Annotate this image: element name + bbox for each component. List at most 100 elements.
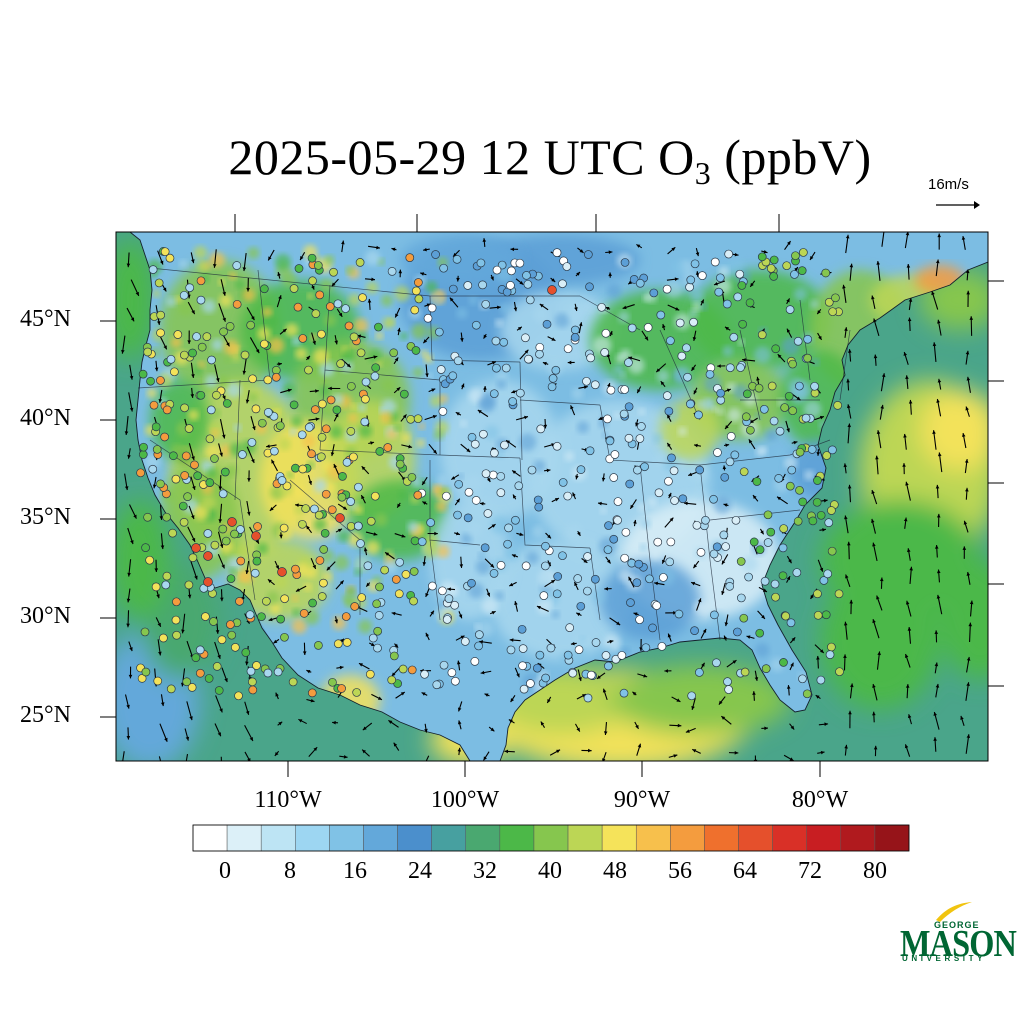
station-marker (775, 426, 785, 436)
wind-arrow (573, 581, 579, 591)
wind-arrow (903, 517, 908, 529)
station-marker (576, 465, 586, 474)
station-marker (313, 261, 323, 270)
station-marker (720, 472, 730, 482)
wind-arrow (759, 528, 765, 535)
wind-arrow (785, 420, 790, 433)
wind-arrow (514, 601, 519, 612)
wind-arrow (425, 364, 429, 378)
station-marker (349, 452, 358, 462)
wind-arrow (628, 576, 635, 588)
station-marker (470, 439, 480, 449)
station-marker (335, 513, 345, 523)
wind-arrow (723, 635, 728, 641)
station-marker (795, 485, 804, 495)
wind-arrow (691, 364, 697, 372)
station-marker (310, 504, 319, 514)
ozone-speckle (303, 583, 312, 592)
station-marker (604, 661, 613, 671)
station-marker (712, 658, 721, 668)
station-marker (137, 674, 147, 683)
station-marker (716, 388, 726, 398)
ozone-speckle (618, 311, 630, 323)
ozone-speckle (638, 408, 646, 416)
ozone-speckle (693, 600, 707, 614)
observation-stations (136, 247, 844, 703)
station-marker (519, 684, 529, 694)
station-marker (508, 397, 517, 406)
state-border-line (257, 269, 271, 381)
wind-arrow (267, 578, 275, 586)
station-marker (506, 281, 515, 290)
wind-arrow (422, 555, 427, 566)
station-marker (792, 568, 802, 577)
ocean-ozone-patch (920, 390, 988, 470)
wind-arrow (154, 360, 159, 372)
wind-arrow (429, 610, 435, 617)
wind-arrow (935, 683, 940, 698)
wind-arrow (128, 641, 133, 652)
wind-arrow (700, 299, 705, 306)
station-marker (563, 491, 573, 501)
station-marker (709, 494, 718, 504)
ozone-speckle (436, 474, 448, 486)
station-marker (583, 552, 592, 561)
wind-arrow (333, 413, 339, 422)
wind-arrow (186, 701, 193, 721)
ozone-speckle (354, 505, 363, 515)
map-frame (115, 231, 989, 762)
ozone-speckle (201, 299, 216, 314)
wind-arrow (477, 409, 489, 418)
wind-arrow (873, 745, 878, 757)
station-marker (410, 305, 420, 315)
wind-arrow (158, 389, 163, 403)
station-marker (342, 638, 352, 647)
station-marker (205, 434, 215, 444)
station-marker (754, 383, 764, 393)
station-marker (757, 330, 767, 340)
ozone-speckle (435, 500, 447, 512)
station-marker (427, 303, 437, 313)
station-marker (280, 594, 289, 604)
wind-arrow (693, 387, 698, 395)
station-marker (160, 432, 169, 442)
station-marker (740, 667, 750, 677)
station-marker (760, 576, 770, 586)
station-marker (271, 372, 281, 382)
ozone-speckle (218, 375, 229, 387)
station-marker (714, 287, 724, 297)
ozone-speckle (319, 385, 331, 397)
station-marker (834, 589, 844, 599)
wind-arrow (671, 696, 681, 703)
station-marker (506, 645, 516, 655)
wind-arrow (361, 465, 370, 475)
wind-arrow (817, 750, 825, 755)
station-marker (736, 557, 746, 566)
station-marker (218, 524, 228, 534)
station-marker (328, 677, 337, 687)
wind-arrow (332, 720, 339, 725)
ozone-speckle (365, 540, 380, 555)
wind-arrow (451, 474, 460, 481)
wind-arrow (809, 251, 816, 261)
wind-arrow (605, 556, 611, 564)
wind-arrow (574, 723, 581, 732)
wind-arrow (422, 501, 428, 505)
station-marker (361, 394, 370, 404)
ozone-speckle (722, 345, 733, 357)
ozone-speckle (146, 388, 157, 399)
station-marker (781, 611, 790, 621)
ozone-speckle (291, 594, 299, 602)
ozone-speckle (228, 272, 237, 280)
ozone-speckle (741, 555, 758, 573)
station-marker (546, 643, 556, 653)
ozone-speckle (179, 259, 188, 268)
ozone-speckle (754, 642, 770, 658)
wind-arrow (601, 473, 606, 482)
station-marker (610, 450, 620, 459)
wind-arrow (394, 307, 401, 318)
wind-arrow (326, 561, 336, 571)
ozone-speckle (313, 518, 327, 531)
wind-arrow (454, 531, 461, 536)
ozone-speckle (345, 266, 354, 275)
